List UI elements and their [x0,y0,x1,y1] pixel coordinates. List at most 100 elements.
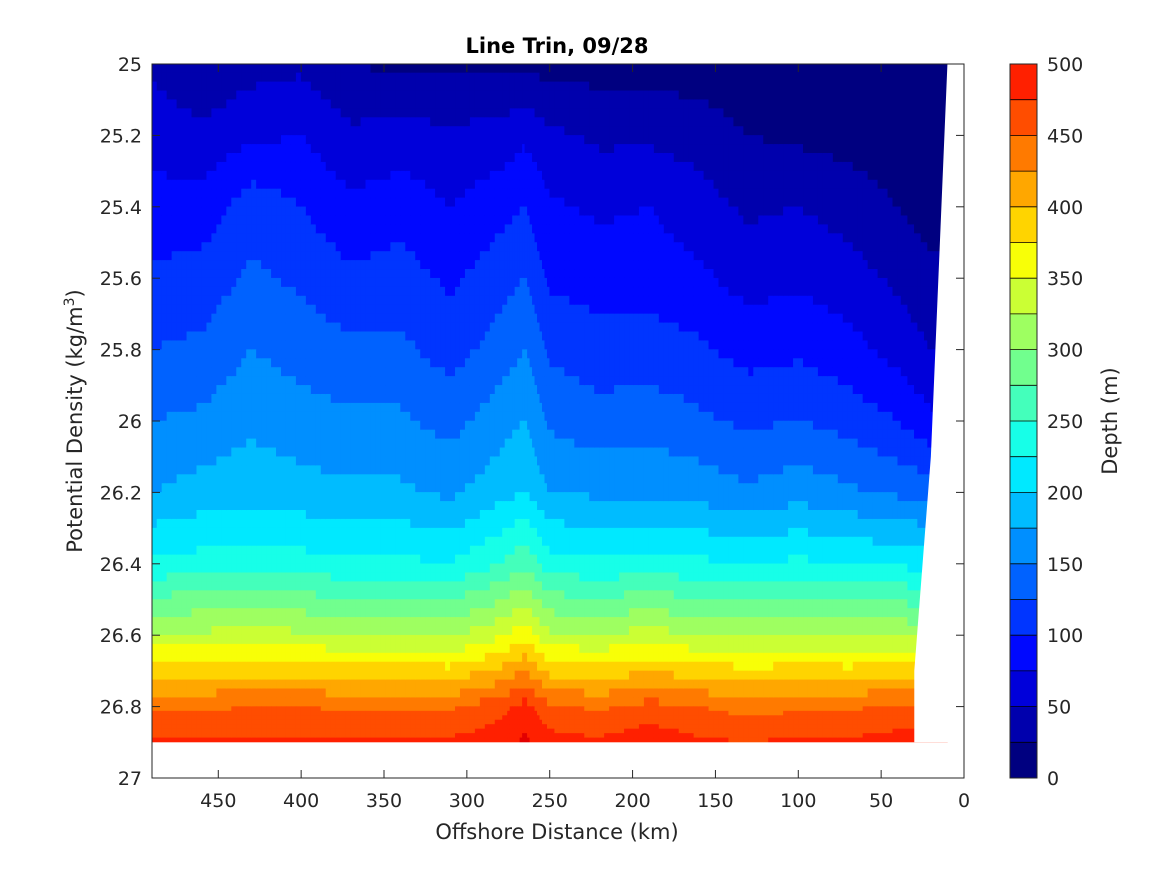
contour-cell [300,358,307,368]
contour-cell [231,626,237,636]
contour-cell [171,376,178,386]
contour-cell [395,590,401,600]
contour-cell [310,581,317,591]
contour-cell [191,554,197,565]
contour-cell [236,269,242,279]
contour-cell [206,608,212,618]
contour-cell [390,304,396,315]
contour-cell [430,483,436,493]
contour-cell [191,188,197,199]
contour-cell [196,170,202,181]
contour-cell [370,117,376,127]
contour-cell [405,737,411,743]
contour-cell [325,492,332,502]
contour-cell [221,242,227,252]
contour-cell [276,447,282,457]
contour-cell [355,411,362,422]
contour-cell [355,393,362,404]
contour-cell [415,331,421,341]
contour-cell [375,728,381,734]
contour-cell [345,117,352,127]
contour-cell [171,322,178,332]
contour-cell [261,367,267,377]
contour-cell [325,545,332,556]
contour-cell [271,242,277,252]
contour-cell [271,438,277,449]
contour-cell [370,385,376,395]
contour-cell [400,438,406,449]
contour-cell [231,402,237,413]
contour-cell [360,242,367,252]
contour-cell [281,411,287,422]
contour-cell [340,411,347,422]
contour-cell [390,340,396,350]
contour-cell [345,340,352,350]
contour-cell [330,215,337,225]
contour-cell [305,661,312,672]
contour-cell [345,719,352,725]
contour-cell [365,518,371,529]
contour-cell [266,733,272,739]
contour-cell [370,269,376,279]
contour-cell [295,286,302,297]
contour-cell [191,733,197,739]
contour-cell [290,536,297,547]
contour-cell [420,269,426,279]
contour-cell [181,242,188,252]
contour-cell [281,617,287,627]
contour-cell [365,90,371,100]
contour-cell [350,322,357,332]
contour-cell [315,99,322,109]
contour-cell [360,599,367,609]
contour-cell [320,492,327,502]
contour-cell [246,304,252,315]
contour-cell [315,277,322,288]
contour-cell [345,251,352,261]
contour-cell [479,170,486,181]
contour-cell [340,545,347,556]
contour-cell [246,206,252,216]
contour-cell [450,188,456,199]
contour-cell [400,411,406,422]
contour-cell [420,251,426,261]
contour-cell [186,554,193,565]
contour-cell [445,697,451,707]
contour-cell [206,670,212,681]
contour-cell [181,286,188,297]
contour-cell [400,670,406,681]
contour-cell [425,304,431,315]
contour-cell [171,260,178,270]
contour-cell [390,728,396,734]
contour-cell [350,117,357,127]
contour-cell [445,719,451,725]
contour-cell [360,697,367,707]
contour-cell [231,483,237,493]
contour-cell [241,536,247,547]
contour-cell [176,117,183,127]
contour-cell [251,72,257,83]
contour-cell [425,536,431,547]
contour-cell [166,161,173,172]
contour-cell [256,367,262,377]
contour-cell [484,108,491,118]
contour-cell [320,81,327,92]
contour-cell [305,728,312,734]
contour-cell [211,617,217,627]
contour-cell [385,126,391,136]
contour-cell [315,295,322,306]
contour-cell [350,277,357,288]
contour-cell [295,518,302,529]
contour-cell [206,572,212,582]
contour-cell [246,161,252,172]
contour-cell [186,286,193,297]
contour-cell [276,215,282,225]
contour-cell [201,626,207,636]
contour-cell [350,617,357,627]
contour-cell [196,188,202,199]
contour-cell [345,590,352,600]
contour-cell [285,737,292,743]
contour-cell [221,706,227,712]
contour-cell [216,170,222,181]
contour-cell [370,545,376,556]
contour-cell [295,420,302,431]
